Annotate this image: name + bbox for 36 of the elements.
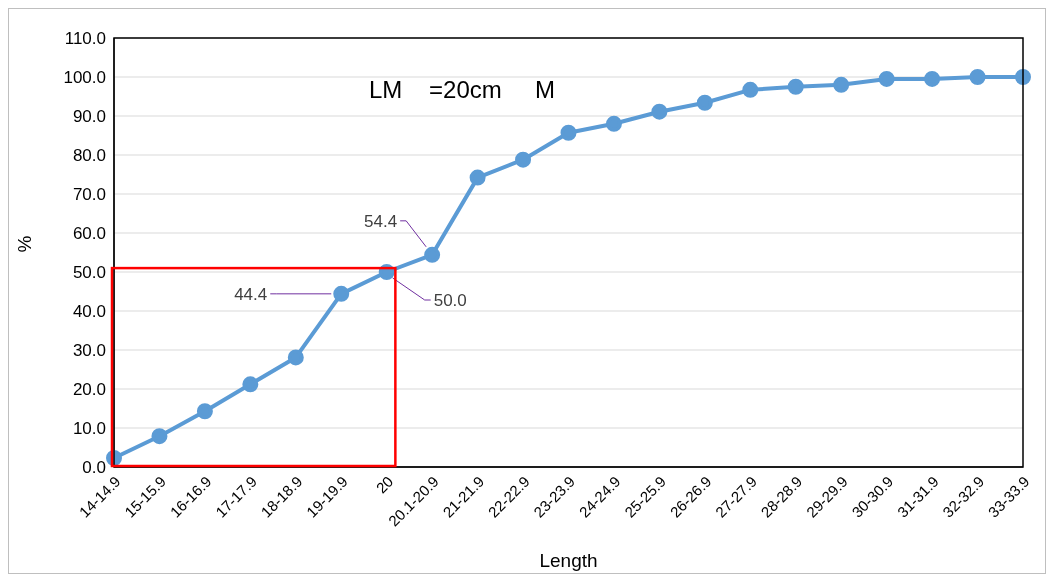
point [605, 115, 622, 132]
point [924, 70, 941, 87]
point [560, 124, 577, 141]
data-label: 50.0 [433, 291, 467, 310]
point [469, 169, 486, 186]
point [242, 376, 259, 393]
y-tick-label: 40.0 [72, 302, 106, 322]
y-tick-label: 0.0 [82, 458, 106, 478]
y-tick-label: 50.0 [72, 263, 106, 283]
point [287, 349, 304, 366]
y-tick-label: 30.0 [72, 341, 106, 361]
y-tick-label: 110.0 [64, 29, 106, 49]
point [787, 78, 804, 95]
y-tick-label: 90.0 [72, 107, 106, 127]
point [651, 103, 668, 120]
point [969, 69, 986, 85]
y-tick-label: 20.0 [72, 380, 106, 400]
point [196, 403, 213, 420]
y-axis-title: % [13, 235, 35, 253]
point [878, 70, 895, 87]
point [424, 246, 441, 263]
point [833, 76, 850, 93]
y-tick-label: 70.0 [72, 185, 106, 205]
y-tick-label: 100.0 [63, 68, 106, 88]
data-label: 54.4 [364, 211, 398, 231]
point [151, 428, 168, 445]
x-axis-title: Length [539, 550, 598, 571]
data-label: 44.4 [234, 284, 268, 304]
point [696, 94, 713, 111]
y-tick-label: 10.0 [72, 419, 106, 439]
y-tick-label: 60.0 [72, 224, 106, 244]
annotation: LM =20cm M [369, 76, 556, 103]
point [742, 81, 759, 98]
point [333, 285, 350, 302]
y-tick-label: 80.0 [72, 146, 106, 166]
point [515, 151, 532, 168]
